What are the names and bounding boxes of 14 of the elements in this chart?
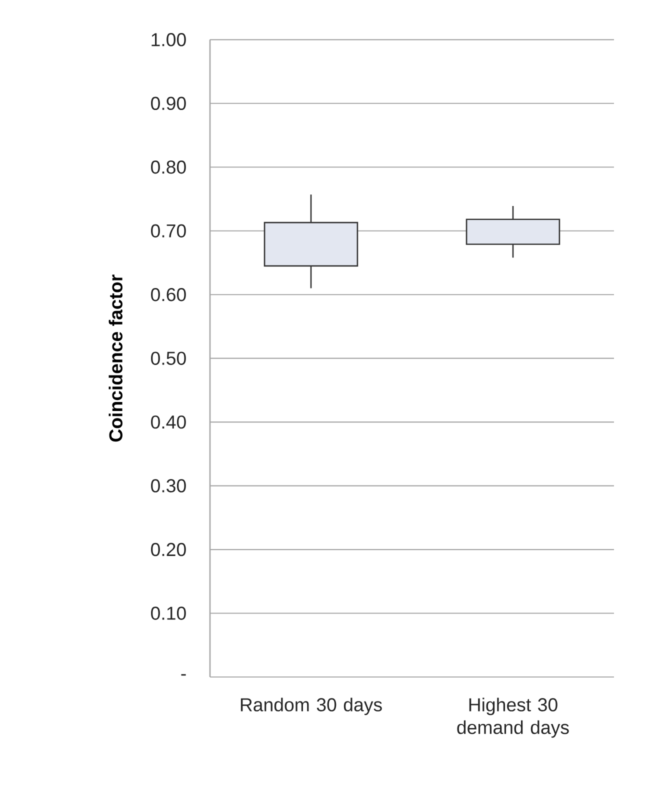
y-tick-label: 0.20: [151, 542, 186, 556]
y-tick-label: 0.80: [151, 160, 186, 174]
y-tick-label: 0.50: [151, 352, 186, 365]
y-tick-label: 0.60: [151, 288, 186, 302]
y-tick-label: 1.00: [152, 33, 186, 46]
y-axis-title: Coincidence factor: [108, 274, 122, 442]
y-tick-label: 0.30: [151, 479, 186, 492]
y-tick-label: 0.10: [151, 606, 186, 620]
y-tick-label: 0.40: [151, 415, 186, 429]
y-tick-label: -: [181, 674, 186, 676]
x-tick-label: Highest 30 demand days: [457, 698, 569, 738]
y-tick-label: 0.70: [151, 224, 186, 238]
x-tick-label: Random 30 days: [240, 698, 382, 716]
y-tick-label: 0.90: [151, 96, 186, 110]
